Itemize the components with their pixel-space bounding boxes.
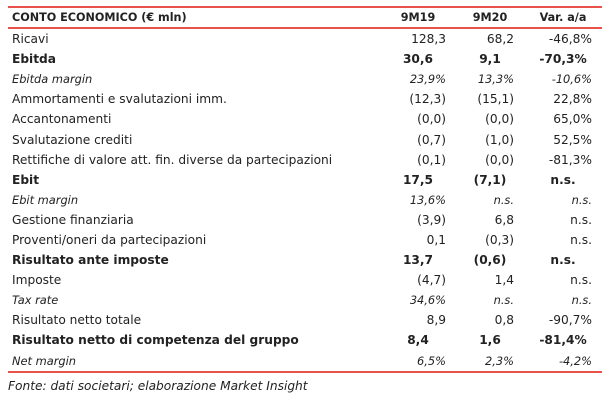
value-9m19: 0,1 [426, 232, 446, 247]
table-row: Proventi/oneri da partecipazioni 0,1 (0,3)… [8, 230, 602, 250]
row-label: Ricavi [12, 32, 49, 47]
table-row: Svalutazione crediti (0,7) (1,0) 52,5% [8, 129, 602, 149]
value-9m19: (0,7) [417, 132, 446, 147]
row-label: Rettifiche di valore att. fin. diverse d… [12, 152, 333, 167]
value-9m20: 9,1 [479, 52, 501, 67]
table-row: Rettifiche di valore att. fin. diverse d… [8, 150, 602, 170]
value-var: -70,3% [539, 52, 587, 67]
value-var: n.s. [570, 273, 592, 288]
value-var: n.s. [570, 212, 592, 227]
value-9m19: (3,9) [417, 212, 446, 227]
value-9m19: 13,7 [402, 253, 434, 268]
row-label: Gestione finanziaria [12, 212, 134, 227]
value-9m20: (0,0) [485, 112, 514, 127]
value-var: 22,8% [553, 92, 592, 107]
row-label: Imposte [12, 273, 62, 288]
table-row: Ebit 17,5 (7,1) n.s. [8, 170, 602, 190]
value-9m19: 23,9% [409, 72, 446, 87]
value-var: 65,0% [553, 112, 592, 127]
row-label: Ebitda [12, 52, 57, 67]
table-row: Tax rate 34,6% n.s. n.s. [8, 290, 602, 310]
table-row: Ebitda margin 23,9% 13,3% -10,6% [8, 69, 602, 89]
value-var: n.s. [571, 293, 592, 308]
row-label: Risultato ante imposte [12, 253, 169, 268]
value-9m20: (0,6) [473, 253, 507, 268]
table-row: Risultato netto di competenza del gruppo… [8, 330, 602, 350]
value-9m20: 0,8 [494, 313, 514, 328]
table-row: Risultato ante imposte 13,7 (0,6) n.s. [8, 250, 602, 270]
value-9m20: n.s. [493, 293, 514, 308]
value-9m20: (15,1) [477, 92, 514, 107]
table-row: Ebit margin 13,6% n.s. n.s. [8, 190, 602, 210]
value-9m20: 6,8 [494, 212, 514, 227]
table-row: Risultato netto totale 8,9 0,8 -90,7% [8, 310, 602, 330]
value-var: 52,5% [553, 132, 592, 147]
row-label: Ebitda margin [12, 72, 93, 87]
value-9m20: n.s. [493, 192, 514, 207]
value-9m19: 8,4 [407, 333, 429, 348]
table-row: Gestione finanziaria (3,9) 6,8 n.s. [8, 210, 602, 230]
value-9m19: (0,0) [417, 112, 446, 127]
value-9m20: 2,3% [456, 350, 524, 373]
value-9m19: 8,9 [426, 313, 446, 328]
row-label: Net margin [8, 350, 380, 373]
value-var: n.s. [550, 172, 576, 187]
value-9m20: (0,0) [485, 152, 514, 167]
value-var: n.s. [550, 253, 576, 268]
table-row: Accantonamenti (0,0) (0,0) 65,0% [8, 109, 602, 129]
row-label: Ebit [12, 172, 40, 187]
row-label: Risultato netto di competenza del gruppo [12, 333, 299, 348]
table-row: Ebitda 30,6 9,1 -70,3% [8, 49, 602, 69]
value-9m20: (0,3) [485, 232, 514, 247]
value-var: n.s. [571, 192, 592, 207]
row-label: Accantonamenti [12, 112, 112, 127]
value-var: -81,4% [539, 333, 587, 348]
value-9m19: 30,6 [402, 52, 434, 67]
value-var: -10,6% [551, 72, 592, 87]
value-9m19: 6,5% [380, 350, 456, 373]
header-label: CONTO ECONOMICO (€ mln) [8, 6, 380, 29]
table-header-row: CONTO ECONOMICO (€ mln) 9M19 9M20 Var. a… [8, 6, 602, 29]
row-label: Ammortamenti e svalutazioni imm. [12, 92, 227, 107]
value-9m19: 34,6% [409, 293, 446, 308]
header-9m19: 9M19 [380, 6, 456, 29]
row-label: Tax rate [12, 293, 59, 308]
value-9m19: 128,3 [411, 32, 446, 47]
value-var: -46,8% [548, 32, 592, 47]
row-label: Risultato netto totale [12, 313, 142, 328]
table-row: Ammortamenti e svalutazioni imm. (12,3) (1… [8, 89, 602, 109]
row-label: Svalutazione crediti [12, 132, 133, 147]
table-row: Net margin 6,5% 2,3% -4,2% [8, 350, 602, 373]
value-9m20: 13,3% [477, 72, 514, 87]
value-9m20: 1,6 [479, 333, 501, 348]
value-var: -4,2% [524, 350, 602, 373]
value-var: n.s. [570, 232, 592, 247]
row-label: Ebit margin [12, 192, 79, 207]
value-9m20: 68,2 [486, 32, 514, 47]
income-statement-table: CONTO ECONOMICO (€ mln) 9M19 9M20 Var. a… [8, 6, 602, 373]
table-body: Ricavi 128,3 68,2 -46,8% Ebitda 30,6 9,1 -70,3%… [8, 28, 602, 373]
row-label: Proventi/oneri da partecipazioni [12, 232, 207, 247]
value-9m19: 17,5 [402, 172, 434, 187]
value-9m19: (4,7) [417, 273, 446, 288]
source-note: Fonte: dati societari; elaborazione Mark… [8, 379, 308, 393]
value-9m20: (7,1) [473, 172, 507, 187]
value-9m19: (12,3) [409, 92, 446, 107]
value-9m19: 13,6% [409, 192, 446, 207]
table-row: Imposte (4,7) 1,4 n.s. [8, 270, 602, 290]
table-row: Ricavi 128,3 68,2 -46,8% [8, 28, 602, 49]
header-9m20: 9M20 [456, 6, 524, 29]
value-var: -81,3% [548, 152, 592, 167]
header-var: Var. a/a [524, 6, 602, 29]
value-var: -90,7% [548, 313, 592, 328]
value-9m19: (0,1) [417, 152, 446, 167]
value-9m20: (1,0) [485, 132, 514, 147]
value-9m20: 1,4 [494, 273, 514, 288]
